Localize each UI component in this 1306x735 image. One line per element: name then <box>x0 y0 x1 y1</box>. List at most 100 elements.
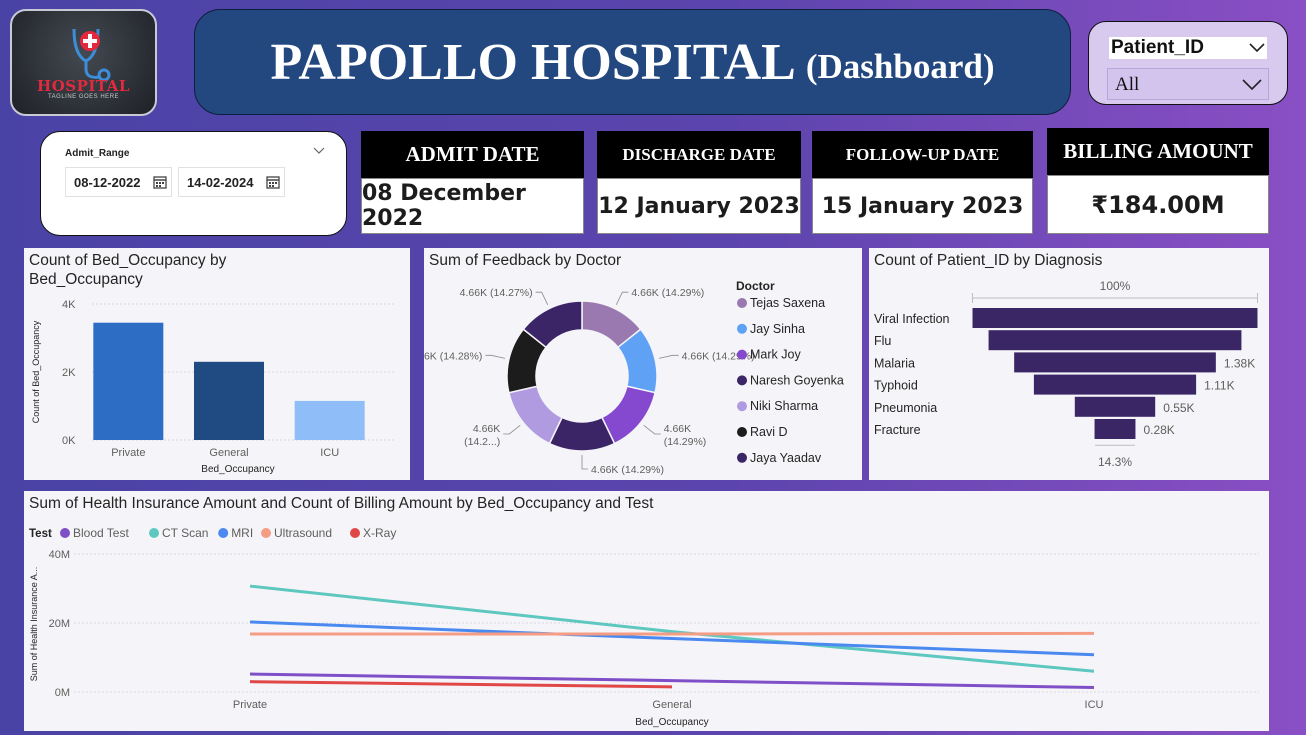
billing-amount-value: ₹184.00M <box>1047 175 1269 234</box>
end-date-input[interactable]: 14-02-2024 <box>178 167 285 197</box>
start-date-value: 08-12-2022 <box>74 174 141 190</box>
y-tick-label: 20M <box>49 618 70 630</box>
legend-item: Mark Joy <box>750 348 801 362</box>
bar-general <box>194 361 264 440</box>
slice-data-label: 4.66K (14.29%) <box>631 287 704 299</box>
calendar-icon[interactable] <box>266 175 280 189</box>
bed-occupancy-chart-title-line2: Bed_Occupancy <box>29 271 143 288</box>
hospital-logo: HOSPITAL TAGLINE GOES HERE <box>10 9 157 116</box>
donut-slice-niki-sharma <box>507 385 564 445</box>
end-date-value: 14-02-2024 <box>187 174 254 190</box>
legend-item: Ultrasound <box>274 526 332 540</box>
patient-id-dropdown[interactable]: All <box>1107 68 1269 100</box>
y-tick-label: 0K <box>62 435 76 447</box>
funnel-bar <box>1033 374 1197 395</box>
y-axis-label: Count of Bed_Occupancy <box>31 320 41 423</box>
discharge-date-value: 12 January 2023 <box>597 178 801 234</box>
x-tick-label: Private <box>233 699 267 711</box>
patient-id-slicer-header[interactable]: Patient_ID <box>1109 37 1267 59</box>
legend-item: CT Scan <box>162 526 208 540</box>
funnel-category-label: Flu <box>874 334 891 348</box>
logo-text: HOSPITAL <box>37 77 130 95</box>
x-tick-label: ICU <box>1085 699 1104 711</box>
funnel-value-label: 1.38K <box>1224 356 1255 370</box>
x-axis-label: Bed_Occupancy <box>635 717 708 728</box>
feedback-chart-title: Sum of Feedback by Doctor <box>429 252 622 269</box>
calendar-icon[interactable] <box>153 175 167 189</box>
series-line-ultrasound <box>250 631 1095 636</box>
chevron-down-icon[interactable] <box>1242 79 1262 91</box>
slice-data-label: (14.29%) <box>664 436 707 448</box>
series-line-x-ray <box>249 680 673 689</box>
legend-swatch <box>737 375 747 386</box>
stethoscope-icon <box>72 28 111 82</box>
legend-swatch <box>737 298 747 308</box>
bar-private <box>93 322 164 440</box>
page-subtitle: (Dashboard) <box>805 47 995 86</box>
legend-item: Jay Sinha <box>750 322 805 336</box>
chevron-down-icon[interactable] <box>313 147 325 155</box>
x-tick-label: ICU <box>320 447 339 459</box>
bed-occupancy-chart-title: Count of Bed_Occupancy by Bed_Occupancy <box>29 251 226 289</box>
leader-line <box>658 354 679 359</box>
legend-item: Jaya Yaadav <box>750 451 822 465</box>
insurance-chart-title: Sum of Health Insurance Amount and Count… <box>29 495 654 512</box>
start-date-input[interactable]: 08-12-2022 <box>65 167 172 197</box>
chevron-down-icon[interactable] <box>1249 43 1265 53</box>
follow-up-date-value: 15 January 2023 <box>812 178 1033 234</box>
legend-swatch <box>737 401 747 412</box>
legend-title: Test <box>29 528 52 540</box>
discharge-date-card-title: DISCHARGE DATE <box>597 131 801 178</box>
slice-data-label: 4.66K (14.29%) <box>682 350 755 362</box>
x-tick-label: General <box>652 699 691 711</box>
legend-swatch <box>737 452 747 463</box>
leader-line <box>503 424 521 435</box>
admit-range-label: Admit_Range <box>65 148 130 159</box>
slice-data-label: 4.66K (14.29%) <box>591 464 664 476</box>
y-tick-label: 4K <box>62 299 76 311</box>
legend-item: Blood Test <box>73 526 129 540</box>
legend-swatch <box>350 528 360 538</box>
funnel-bottom-label: 14.3% <box>1098 455 1132 469</box>
patient-id-label: Patient_ID <box>1111 37 1204 58</box>
bed-occupancy-bar-chart: 0K 2K 4K Private General ICU Bed_Occupancy Coun… <box>31 299 394 475</box>
leader-line <box>615 291 629 305</box>
legend-swatch <box>737 349 747 360</box>
diagnosis-chart-title: Count of Patient_ID by Diagnosis <box>874 252 1103 269</box>
follow-up-date-card-title: FOLLOW-UP DATE <box>812 131 1033 178</box>
funnel-category-label: Fracture <box>874 423 921 437</box>
slice-data-label: 4.66K <box>473 423 500 435</box>
page-title: PAPOLLO HOSPITAL <box>270 33 796 91</box>
admit-date-card-title: ADMIT DATE <box>361 131 584 178</box>
legend-item: Niki Sharma <box>750 399 818 413</box>
y-axis-label: Sum of Health Insurance A... <box>29 567 39 682</box>
legend-swatch <box>60 528 70 538</box>
funnel-bar <box>1014 352 1216 373</box>
funnel-value-label: 0.28K <box>1143 423 1174 437</box>
slice-data-label: 4.66K (14.28%) <box>424 350 482 362</box>
diagnosis-funnel-chart: 100% Viral Infection Flu Malaria 1.38K Typhoi… <box>874 279 1258 469</box>
y-tick-label: 2K <box>62 367 76 379</box>
funnel-top-label: 100% <box>1100 279 1131 293</box>
feedback-donut-chart: 4.66K (14.29%) 4.66K (14.29%) 4.66K (14.29%… <box>424 279 844 476</box>
leader-line <box>535 291 549 305</box>
y-tick-label: 40M <box>49 549 70 561</box>
legend-title: Doctor <box>736 279 775 293</box>
bed-occupancy-chart-title-line1: Count of Bed_Occupancy by <box>29 252 227 269</box>
bed-occupancy-chart-panel: Count of Bed_Occupancy by Bed_Occupancy … <box>24 248 410 480</box>
legend-swatch <box>737 323 747 334</box>
funnel-value-label: 0.55K <box>1163 401 1194 415</box>
funnel-bar <box>1074 396 1156 417</box>
legend-item: X-Ray <box>363 526 396 540</box>
legend-item: Naresh Goyenka <box>750 373 844 387</box>
x-axis-label: Bed_Occupancy <box>201 464 274 475</box>
patient-id-slicer: Patient_ID All <box>1088 21 1288 105</box>
donut-slice-jaya-yaadav <box>522 300 583 349</box>
leader-line <box>643 424 661 435</box>
legend-swatch <box>737 427 747 437</box>
leader-line <box>485 354 506 359</box>
x-tick-label: Private <box>111 447 145 459</box>
patient-id-selected: All <box>1115 74 1140 95</box>
y-tick-label: 0M <box>55 687 70 699</box>
funnel-bar <box>988 330 1242 351</box>
